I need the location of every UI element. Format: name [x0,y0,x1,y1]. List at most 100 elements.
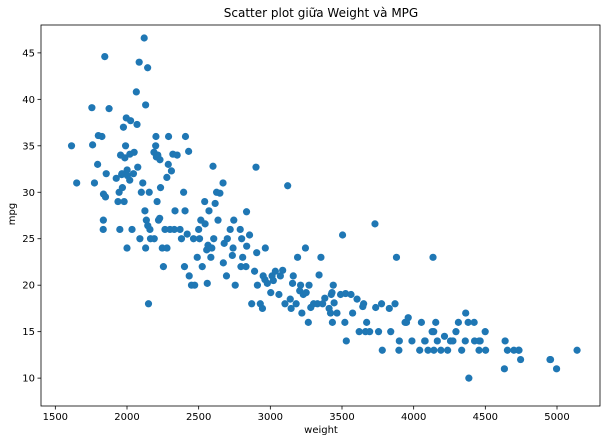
x-tick-label: 4500 [473,412,498,423]
data-point [135,58,143,66]
data-point [193,253,201,261]
data-point [437,346,445,354]
data-point [219,259,227,267]
data-point [371,220,379,228]
data-point [341,289,350,298]
data-point [250,267,259,275]
data-point [338,231,347,239]
data-point [353,295,361,303]
data-point [123,244,131,252]
data-point [458,346,466,354]
data-point [482,346,490,354]
data-point [205,207,213,215]
data-point [176,225,184,234]
x-tick-label: 2500 [186,412,211,423]
data-point [229,244,237,252]
data-point [222,272,231,280]
data-point [189,235,198,243]
data-point [461,337,469,345]
data-point [129,170,138,178]
data-point [500,365,508,373]
data-point [462,309,470,317]
data-point [372,303,380,312]
data-point [444,346,452,354]
data-point [349,309,357,317]
data-point [156,184,165,192]
data-point [219,179,227,187]
data-point [201,197,209,206]
data-point [118,184,127,192]
data-point [198,263,206,271]
data-point [67,142,76,150]
data-point [114,197,122,206]
data-point [319,300,327,308]
data-points [67,34,581,382]
data-point [552,365,561,373]
data-point [421,337,429,345]
data-point [430,346,438,354]
data-point [263,279,271,287]
data-point [287,304,295,313]
x-tick-label: 5000 [544,412,569,423]
data-point [163,244,171,252]
data-point [286,295,294,303]
data-point [164,132,173,141]
data-point [470,318,478,326]
x-tick-label: 4000 [401,412,426,423]
data-point [387,328,395,336]
data-point [102,170,110,178]
data-point [142,216,150,224]
data-point [292,300,300,308]
data-point [156,214,164,222]
data-point [185,147,193,155]
data-point [481,328,489,336]
data-point [476,337,484,345]
x-tick-label: 1500 [43,412,68,423]
y-tick-label: 15 [22,327,35,338]
data-point [105,105,113,113]
data-point [321,294,329,302]
data-point [377,300,386,308]
data-point [183,230,191,238]
data-point [342,337,350,345]
data-point [333,309,341,317]
data-point [326,309,335,317]
data-point [128,225,136,234]
data-point [289,272,297,280]
data-point [99,216,107,224]
data-point [153,197,161,206]
data-point [209,162,217,170]
chart-title: Scatter plot giữa Weight và MPG [224,6,418,20]
data-point [132,88,140,96]
data-point [163,173,171,181]
data-point [180,188,188,196]
data-point [288,279,297,287]
data-point [73,179,81,187]
data-point [328,318,336,326]
data-point [304,318,312,326]
data-point [207,253,215,261]
data-point [252,163,260,171]
data-point [141,207,149,215]
data-point [501,337,509,345]
data-point [465,374,473,382]
data-point [454,318,462,326]
data-point [242,263,250,271]
data-point [267,289,275,297]
data-point [360,300,368,308]
data-point [347,290,355,299]
y-tick-label: 25 [22,234,35,245]
data-point [140,34,148,42]
x-tick-label: 2000 [114,412,139,423]
data-point [101,193,110,201]
data-point [228,251,236,260]
data-point [275,290,283,299]
data-point [177,235,186,243]
y-tick-label: 30 [22,188,35,199]
y-tick-label: 10 [22,374,35,385]
data-point [185,272,193,280]
data-point [546,355,555,364]
data-point [258,304,267,313]
data-point [159,263,168,271]
